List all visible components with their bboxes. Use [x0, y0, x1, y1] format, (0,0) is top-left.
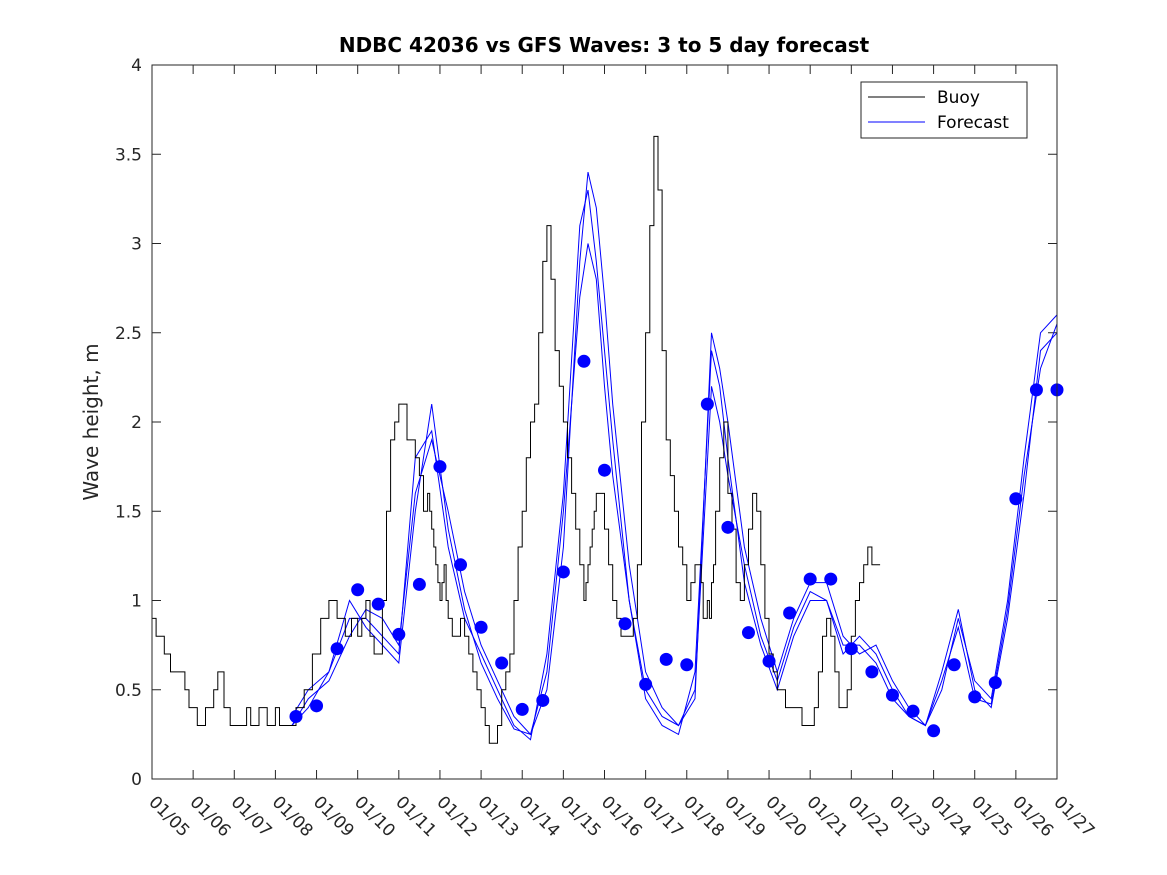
- y-tick-label: 2: [131, 413, 142, 433]
- plot-area: [152, 65, 1057, 779]
- forecast-point: [474, 620, 488, 634]
- legend-forecast-label: Forecast: [937, 113, 1009, 133]
- forecast-point: [865, 665, 879, 679]
- forecast-point: [392, 627, 406, 641]
- y-tick-labels: 0 0.5 1 1.5 2 2.5 3 3.5 4: [115, 56, 142, 790]
- forecast-point: [659, 652, 673, 666]
- legend-buoy-label: Buoy: [937, 88, 980, 108]
- forecast-point: [680, 658, 694, 672]
- forecast-point: [947, 658, 961, 672]
- forecast-point: [556, 565, 570, 579]
- forecast-point: [433, 460, 447, 474]
- buoy-line: [152, 135, 881, 744]
- forecast-point: [700, 397, 714, 411]
- forecast-point: [289, 710, 303, 724]
- forecast-point: [454, 558, 468, 572]
- chart-title: NDBC 42036 vs GFS Waves: 3 to 5 day fore…: [339, 33, 870, 57]
- y-tick-label: 2.5: [115, 324, 142, 344]
- forecast-point: [762, 654, 776, 668]
- forecast-point: [885, 688, 899, 702]
- forecast-point: [371, 597, 385, 611]
- plot-frame: [151, 64, 1058, 780]
- forecast-point: [412, 577, 426, 591]
- y-tick-label: 3: [131, 235, 142, 255]
- y-tick-label: 1: [131, 592, 142, 612]
- legend: Buoy Forecast: [860, 81, 1028, 139]
- forecast-point: [803, 572, 817, 586]
- forecast-point: [639, 677, 653, 691]
- forecast-point: [824, 572, 838, 586]
- y-tick-label: 1.5: [115, 502, 142, 522]
- y-tick-label: 3.5: [115, 145, 142, 165]
- forecast-point: [927, 724, 941, 738]
- forecast-point: [721, 520, 735, 534]
- forecast-point: [330, 642, 344, 656]
- y-tick-label: 4: [131, 56, 142, 76]
- forecast-point: [741, 626, 755, 640]
- forecast-point: [783, 606, 797, 620]
- forecast-point: [515, 702, 529, 716]
- series-layer: [152, 135, 1058, 744]
- y-tick-label: 0.5: [115, 681, 142, 701]
- forecast-point: [598, 463, 611, 477]
- forecast-point: [536, 693, 550, 707]
- forecast-point: [351, 583, 365, 597]
- y-axis-label: Wave height, m: [79, 343, 103, 500]
- forecast-point: [310, 699, 324, 713]
- forecast-point: [1029, 383, 1043, 397]
- forecast-point: [495, 656, 509, 670]
- y-tick-label: 0: [131, 770, 142, 790]
- forecast-line: [291, 243, 1058, 736]
- forecast-point: [844, 642, 858, 656]
- forecast-markers: [289, 354, 1064, 738]
- forecast-point: [1009, 492, 1023, 506]
- forecast-point: [968, 690, 982, 704]
- forecast-point: [577, 354, 591, 368]
- forecast-point: [988, 676, 1002, 690]
- forecast-point: [906, 704, 920, 718]
- forecast-point: [618, 617, 632, 631]
- legend-box: [860, 81, 1028, 139]
